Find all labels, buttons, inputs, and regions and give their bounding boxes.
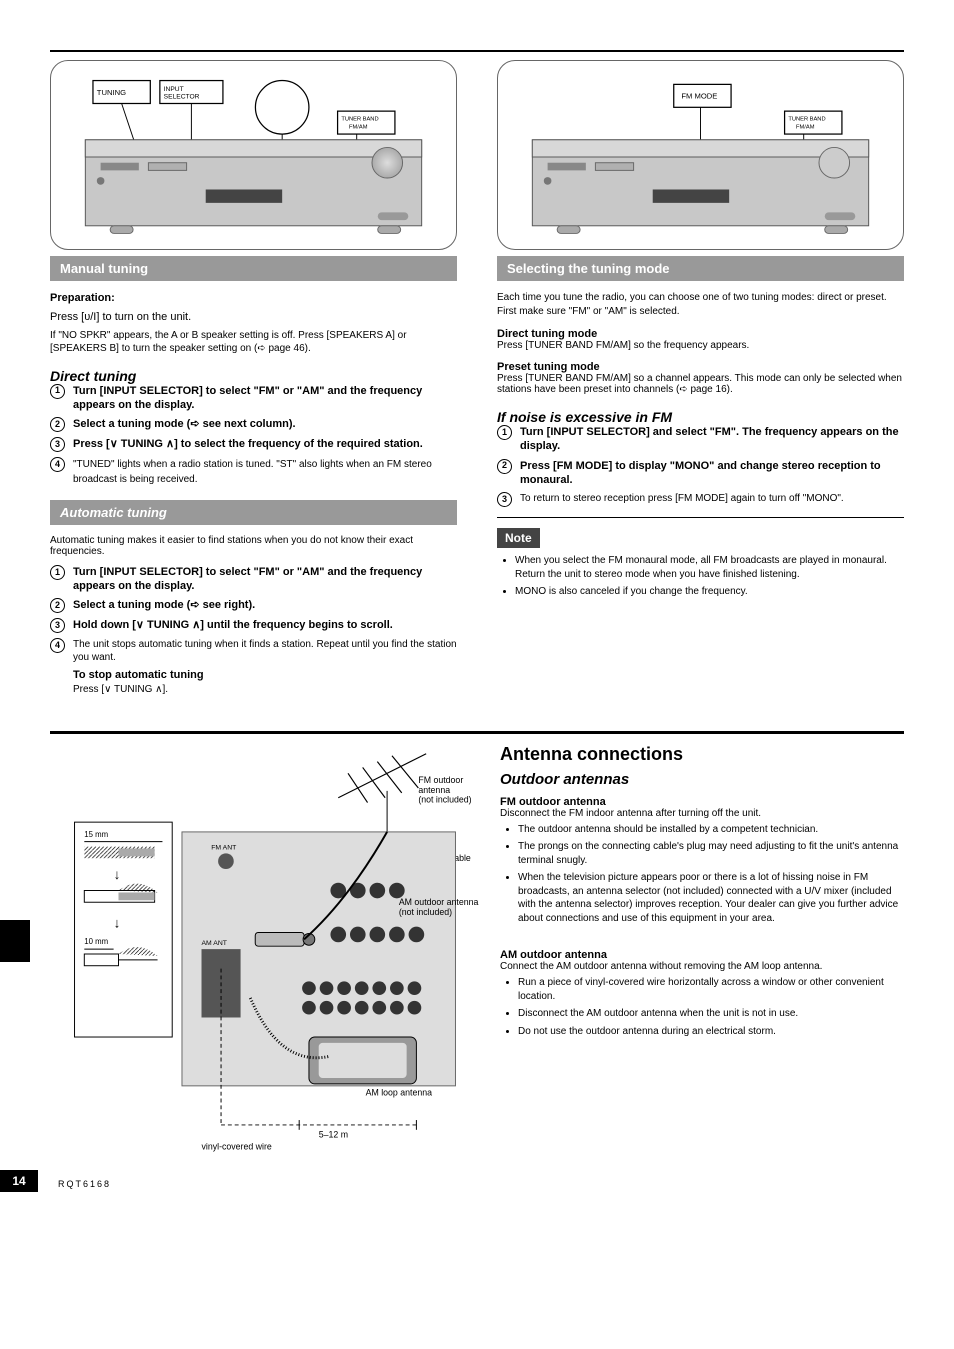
svg-text:(not included): (not included): [399, 907, 452, 917]
svg-text:AM loop antenna: AM loop antenna: [366, 1087, 433, 1097]
svg-text:5–12 m: 5–12 m: [319, 1129, 348, 1139]
am-bullets: Run a piece of vinyl-covered wire horizo…: [500, 976, 904, 1038]
direct-mode-text: Press [TUNER BAND FM/AM] so the frequenc…: [497, 340, 904, 351]
receiver-diagram-left: TUNING INPUT SELECTOR TUNER BAND FM/AM: [50, 60, 457, 250]
preparation: Preparation: Press [ᴜ/I] to turn on the …: [50, 291, 457, 356]
step-num: 3: [50, 618, 65, 633]
receiver-diagram-right: FM MODE TUNER BAND FM/AM: [497, 60, 904, 250]
svg-text:↓: ↓: [114, 867, 121, 882]
section-divider: [50, 731, 904, 734]
note-label: Note: [497, 528, 540, 548]
am-antenna-intro: Connect the AM outdoor antenna without r…: [500, 961, 904, 972]
svg-text:15 mm: 15 mm: [84, 830, 108, 839]
mode-intro: Each time you tune the radio, you can ch…: [497, 291, 904, 318]
tuning-mode-bar: Selecting the tuning mode: [497, 256, 904, 281]
left-column: TUNING INPUT SELECTOR TUNER BAND FM/AM M…: [50, 60, 457, 701]
svg-text:AM outdoor antenna: AM outdoor antenna: [399, 897, 479, 907]
antenna-text: Antenna connections Outdoor antennas FM …: [500, 744, 904, 1167]
svg-text:TUNER BAND: TUNER BAND: [341, 117, 378, 123]
prep-line2: If "NO SPKR" appears, the A or B speaker…: [50, 329, 457, 356]
direct-tuning-heading: Direct tuning: [50, 368, 457, 384]
svg-text:FM MODE: FM MODE: [681, 92, 717, 101]
step-num: 1: [497, 425, 512, 440]
svg-text:AM ANT: AM ANT: [202, 940, 228, 947]
fm-bullets: The outdoor antenna should be installed …: [500, 823, 904, 926]
am-antenna-heading: AM outdoor antenna: [500, 949, 904, 961]
divider: [497, 517, 904, 518]
step-num: 2: [50, 417, 65, 432]
page-content: TUNING INPUT SELECTOR TUNER BAND FM/AM M…: [50, 50, 904, 1167]
svg-text:antenna: antenna: [418, 785, 450, 795]
auto-intro: Automatic tuning makes it easier to find…: [50, 535, 457, 557]
note-bullets: When you select the FM monaural mode, al…: [497, 554, 904, 599]
svg-text:↓: ↓: [114, 915, 121, 930]
prep-heading: Preparation:: [50, 291, 457, 306]
auto-steps: 1Turn [INPUT SELECTOR] to select "FM" or…: [50, 565, 457, 696]
svg-text:FM/AM: FM/AM: [796, 124, 815, 130]
fm-antenna-intro: Disconnect the FM indoor antenna after t…: [500, 808, 904, 819]
preset-mode-heading: Preset tuning mode: [497, 361, 904, 373]
side-tab: [0, 920, 30, 962]
svg-text:TUNER BAND: TUNER BAND: [788, 117, 825, 123]
antenna-title: Antenna connections: [500, 744, 904, 765]
auto-tuning-bar: Automatic tuning: [50, 500, 457, 525]
direct-mode-heading: Direct tuning mode: [497, 328, 904, 340]
fm-antenna-heading: FM outdoor antenna: [500, 796, 904, 808]
step-num: 3: [497, 492, 512, 507]
fm-steps: 1Turn [INPUT SELECTOR] and select "FM". …: [497, 425, 904, 507]
step-num: 1: [50, 565, 65, 580]
page-id: RQT6168: [58, 1179, 111, 1189]
fm-noise-heading: If noise is excessive in FM: [497, 409, 904, 425]
page-number-box: 14: [0, 1170, 38, 1192]
step-num: 1: [50, 384, 65, 399]
manual-tuning-bar: Manual tuning: [50, 256, 457, 281]
step-num: 4: [50, 638, 65, 653]
direct-steps: 1Turn [INPUT SELECTOR] to select "FM" or…: [50, 384, 457, 486]
right-column: FM MODE TUNER BAND FM/AM: [497, 60, 904, 701]
step-num: 3: [50, 437, 65, 452]
preset-mode-text: Press [TUNER BAND FM/AM] so a channel ap…: [497, 373, 904, 395]
step-num: 4: [50, 457, 65, 472]
svg-text:SELECTOR: SELECTOR: [164, 94, 200, 101]
label-input-sel: INPUT: [164, 86, 184, 93]
svg-text:FM ANT: FM ANT: [211, 844, 237, 851]
svg-text:vinyl-covered wire: vinyl-covered wire: [202, 1141, 272, 1151]
step-num: 2: [497, 459, 512, 474]
prep-line1: Press [ᴜ/I] to turn on the unit.: [50, 310, 457, 325]
fm-outdoor-label: FM outdoor: [418, 775, 463, 785]
step-num: 2: [50, 598, 65, 613]
label-tuning: TUNING: [97, 88, 126, 97]
svg-text:(not included): (not included): [418, 794, 471, 804]
antenna-subtitle: Outdoor antennas: [500, 771, 904, 788]
antenna-diagram: FM outdoor antenna (not included) 75 Ω c…: [50, 744, 480, 1167]
svg-text:FM/AM: FM/AM: [349, 124, 368, 130]
svg-text:10 mm: 10 mm: [84, 937, 108, 946]
